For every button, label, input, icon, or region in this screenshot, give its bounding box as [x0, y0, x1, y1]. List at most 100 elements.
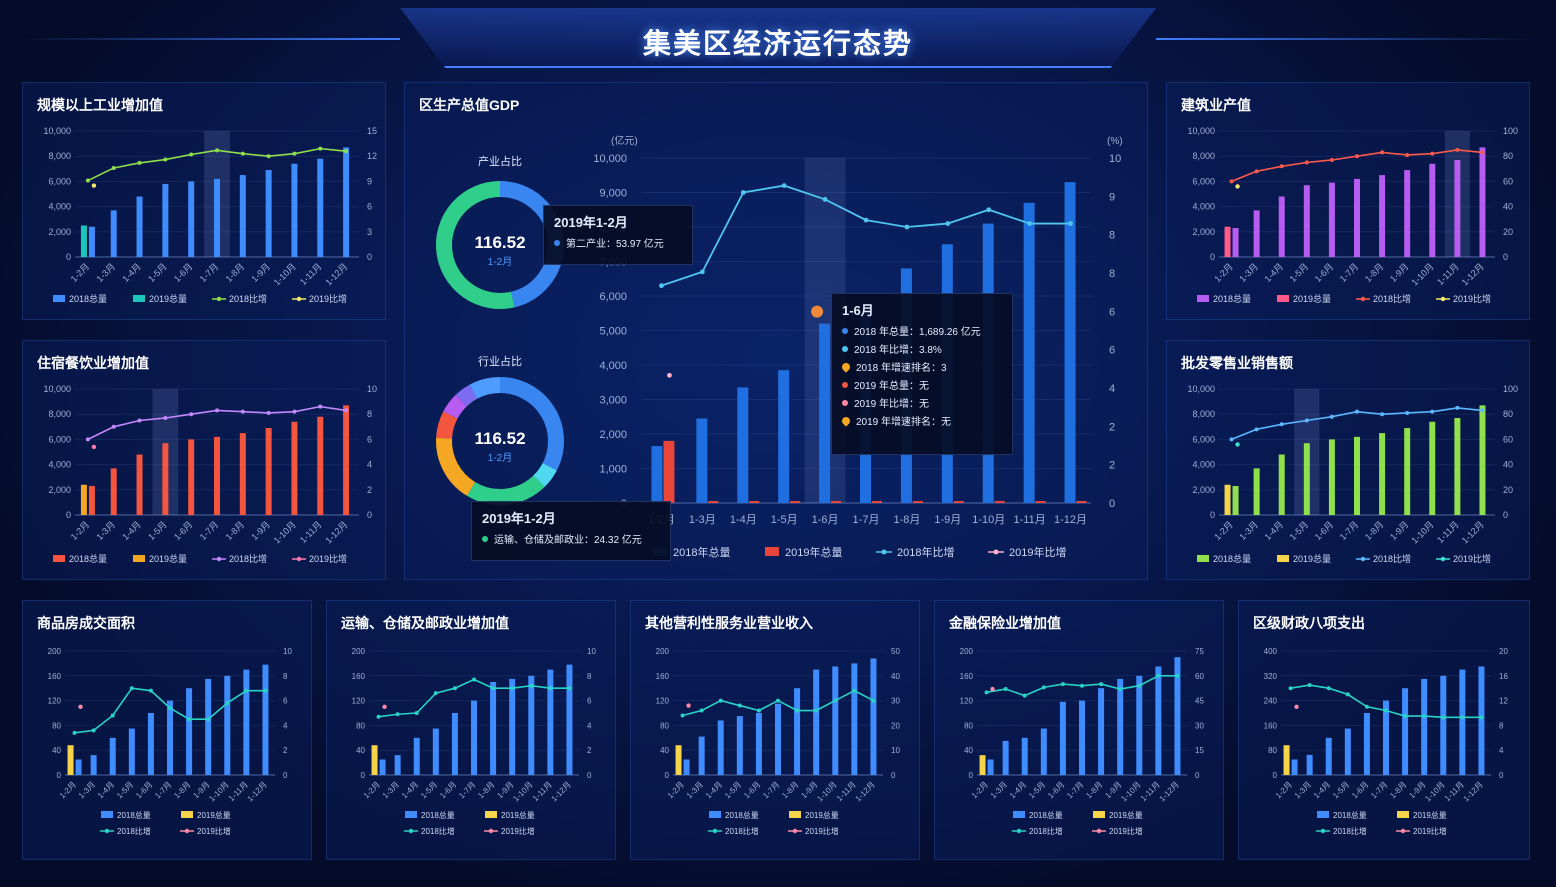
bar-2018 [1404, 170, 1411, 257]
bar-2018 [1440, 675, 1447, 775]
x-tick-label: 1-7月 [1065, 780, 1085, 800]
point-2018 [163, 415, 168, 420]
x-tick-label: 1-4月 [1263, 519, 1286, 542]
bar-2018 [832, 666, 839, 775]
header: 集美区经济运行态势 [400, 8, 1156, 68]
bar-2018 [432, 728, 439, 775]
y-tick-label: 160 [352, 672, 366, 681]
x-tick-label: 1-9月 [934, 514, 961, 526]
bar-2019-empty [872, 501, 882, 503]
y2-tick-label: 0 [587, 771, 592, 780]
point-2018 [1099, 682, 1104, 687]
y2-tick-label: 6 [367, 434, 372, 444]
legend-swatch [53, 295, 65, 302]
x-tick-label: 1-2月 [1212, 261, 1235, 284]
bar-2018 [110, 468, 117, 515]
x-tick-label: 1-5月 [419, 780, 439, 800]
bar-2018 [265, 428, 272, 515]
y2-tick-label: 10 [283, 647, 292, 656]
x-tick-label: 1-10月 [1410, 261, 1436, 287]
bar-2018 [870, 658, 877, 775]
y-tick-label: 10,000 [43, 126, 71, 136]
bar-2018 [317, 158, 324, 257]
x-tick-label: 1-4月 [730, 514, 757, 526]
tooltip-industry-share: 2019年1-2月 第二产业：53.97 亿元 [543, 205, 693, 265]
point-2018 [1455, 147, 1460, 152]
bar-2018 [490, 682, 497, 775]
panel-transport: 运输、仓储及邮政业增加值 200 160 120 80 40 0 10 8 6 4 2 0 1-2月 1-… [326, 600, 616, 860]
legend-label: 2019总量 [1293, 293, 1331, 304]
bar-2018 [1232, 228, 1239, 257]
y2-tick-label: 10 [891, 746, 900, 755]
point-2018 [833, 698, 838, 703]
bar-2018 [1303, 185, 1310, 257]
x-tick-label: 1-5月 [1288, 519, 1311, 542]
x-tick-label: 1-7月 [1369, 780, 1389, 800]
rank-pin-icon [840, 360, 852, 373]
bar-2018 [136, 196, 143, 257]
y-tick-label: 40 [356, 746, 365, 755]
point-2018 [1326, 686, 1331, 691]
bar-2018 [343, 147, 350, 257]
bar-2019 [663, 440, 675, 503]
point-2018 [376, 714, 381, 719]
x-tick-label: 1-11月 [227, 780, 250, 803]
tooltip-title: 2019年1-2月 [482, 511, 556, 526]
legend-swatch [1277, 295, 1289, 302]
panel-title: 建筑业产值 [1181, 97, 1251, 113]
legend-swatch-dot [1096, 828, 1102, 834]
legend-label: 2018比增 [229, 293, 267, 304]
y-tick-label: 0 [66, 252, 71, 262]
x-tick-label: 1-5月 [723, 780, 743, 800]
rank-pin-icon [840, 414, 852, 427]
y-tick-label: 80 [964, 721, 973, 730]
tooltip-row-text: 2019 年总量：无 [854, 381, 930, 392]
point-2019 [1235, 184, 1240, 189]
point-2018 [414, 711, 419, 715]
donut1-center: 116.52 1-2月 [460, 233, 540, 268]
y-tick-label: 120 [48, 697, 62, 706]
housing-chart: 2001601208040010864201-2月1-3月1-4月1-5月1-6… [48, 647, 293, 836]
bar-2018 [109, 737, 116, 775]
x-tick-label: 1-8月 [224, 519, 247, 542]
point-2018 [206, 717, 211, 722]
x-tick-label: 1-6月 [1313, 261, 1336, 284]
line-2018 [661, 184, 1071, 287]
bar-2018 [1040, 728, 1047, 775]
bar-2018 [413, 737, 420, 775]
bar-2018 [736, 716, 743, 775]
bar-2019-empty [831, 501, 842, 503]
legend-label: 2019总量 [1413, 810, 1447, 820]
tooltip-row-text: 运输、仓储及邮政业：24.32 亿元 [494, 535, 642, 546]
point-2018 [263, 688, 268, 693]
x-tick-label: 1-10月 [272, 261, 298, 287]
point-2018 [567, 686, 572, 691]
legend-label: 2018比增 [1333, 826, 1367, 836]
tooltip-row: 运输、仓储及邮政业：24.32 亿元 [482, 531, 660, 546]
bar-2018 [1278, 196, 1285, 257]
panel-retail: 批发零售业销售额 10,000 8,000 6,000 4,000 2,000 0 100 8… [1166, 340, 1530, 580]
bar-2018 [737, 387, 749, 503]
y-tick-label: 80 [1268, 746, 1277, 755]
y2-tick-label: 20 [1503, 485, 1513, 495]
y2-tick-label: 75 [1195, 647, 1204, 656]
bar-2018 [1174, 657, 1181, 775]
donut-slice [436, 437, 476, 496]
legend-swatch-dot [216, 556, 222, 562]
y-tick-label: 6,000 [1192, 176, 1215, 186]
point-2018 [1441, 715, 1446, 720]
bar-2018 [683, 759, 690, 775]
point-2018 [1118, 687, 1123, 692]
donut-slice [436, 181, 515, 309]
bar-2018 [1479, 147, 1486, 257]
donut2-label: 行业占比 [478, 356, 522, 368]
bar-2018 [1379, 433, 1386, 515]
y-tick-label: 120 [656, 697, 670, 706]
bar-2018 [1328, 439, 1335, 515]
legend-label: 2019比增 [197, 826, 231, 836]
y-tick-label: 80 [52, 721, 61, 730]
bar-2018 [1098, 688, 1105, 775]
finance-chart: 20016012080400756045301501-2月1-3月1-4月1-5… [960, 647, 1205, 836]
bar-2018 [1155, 666, 1162, 775]
